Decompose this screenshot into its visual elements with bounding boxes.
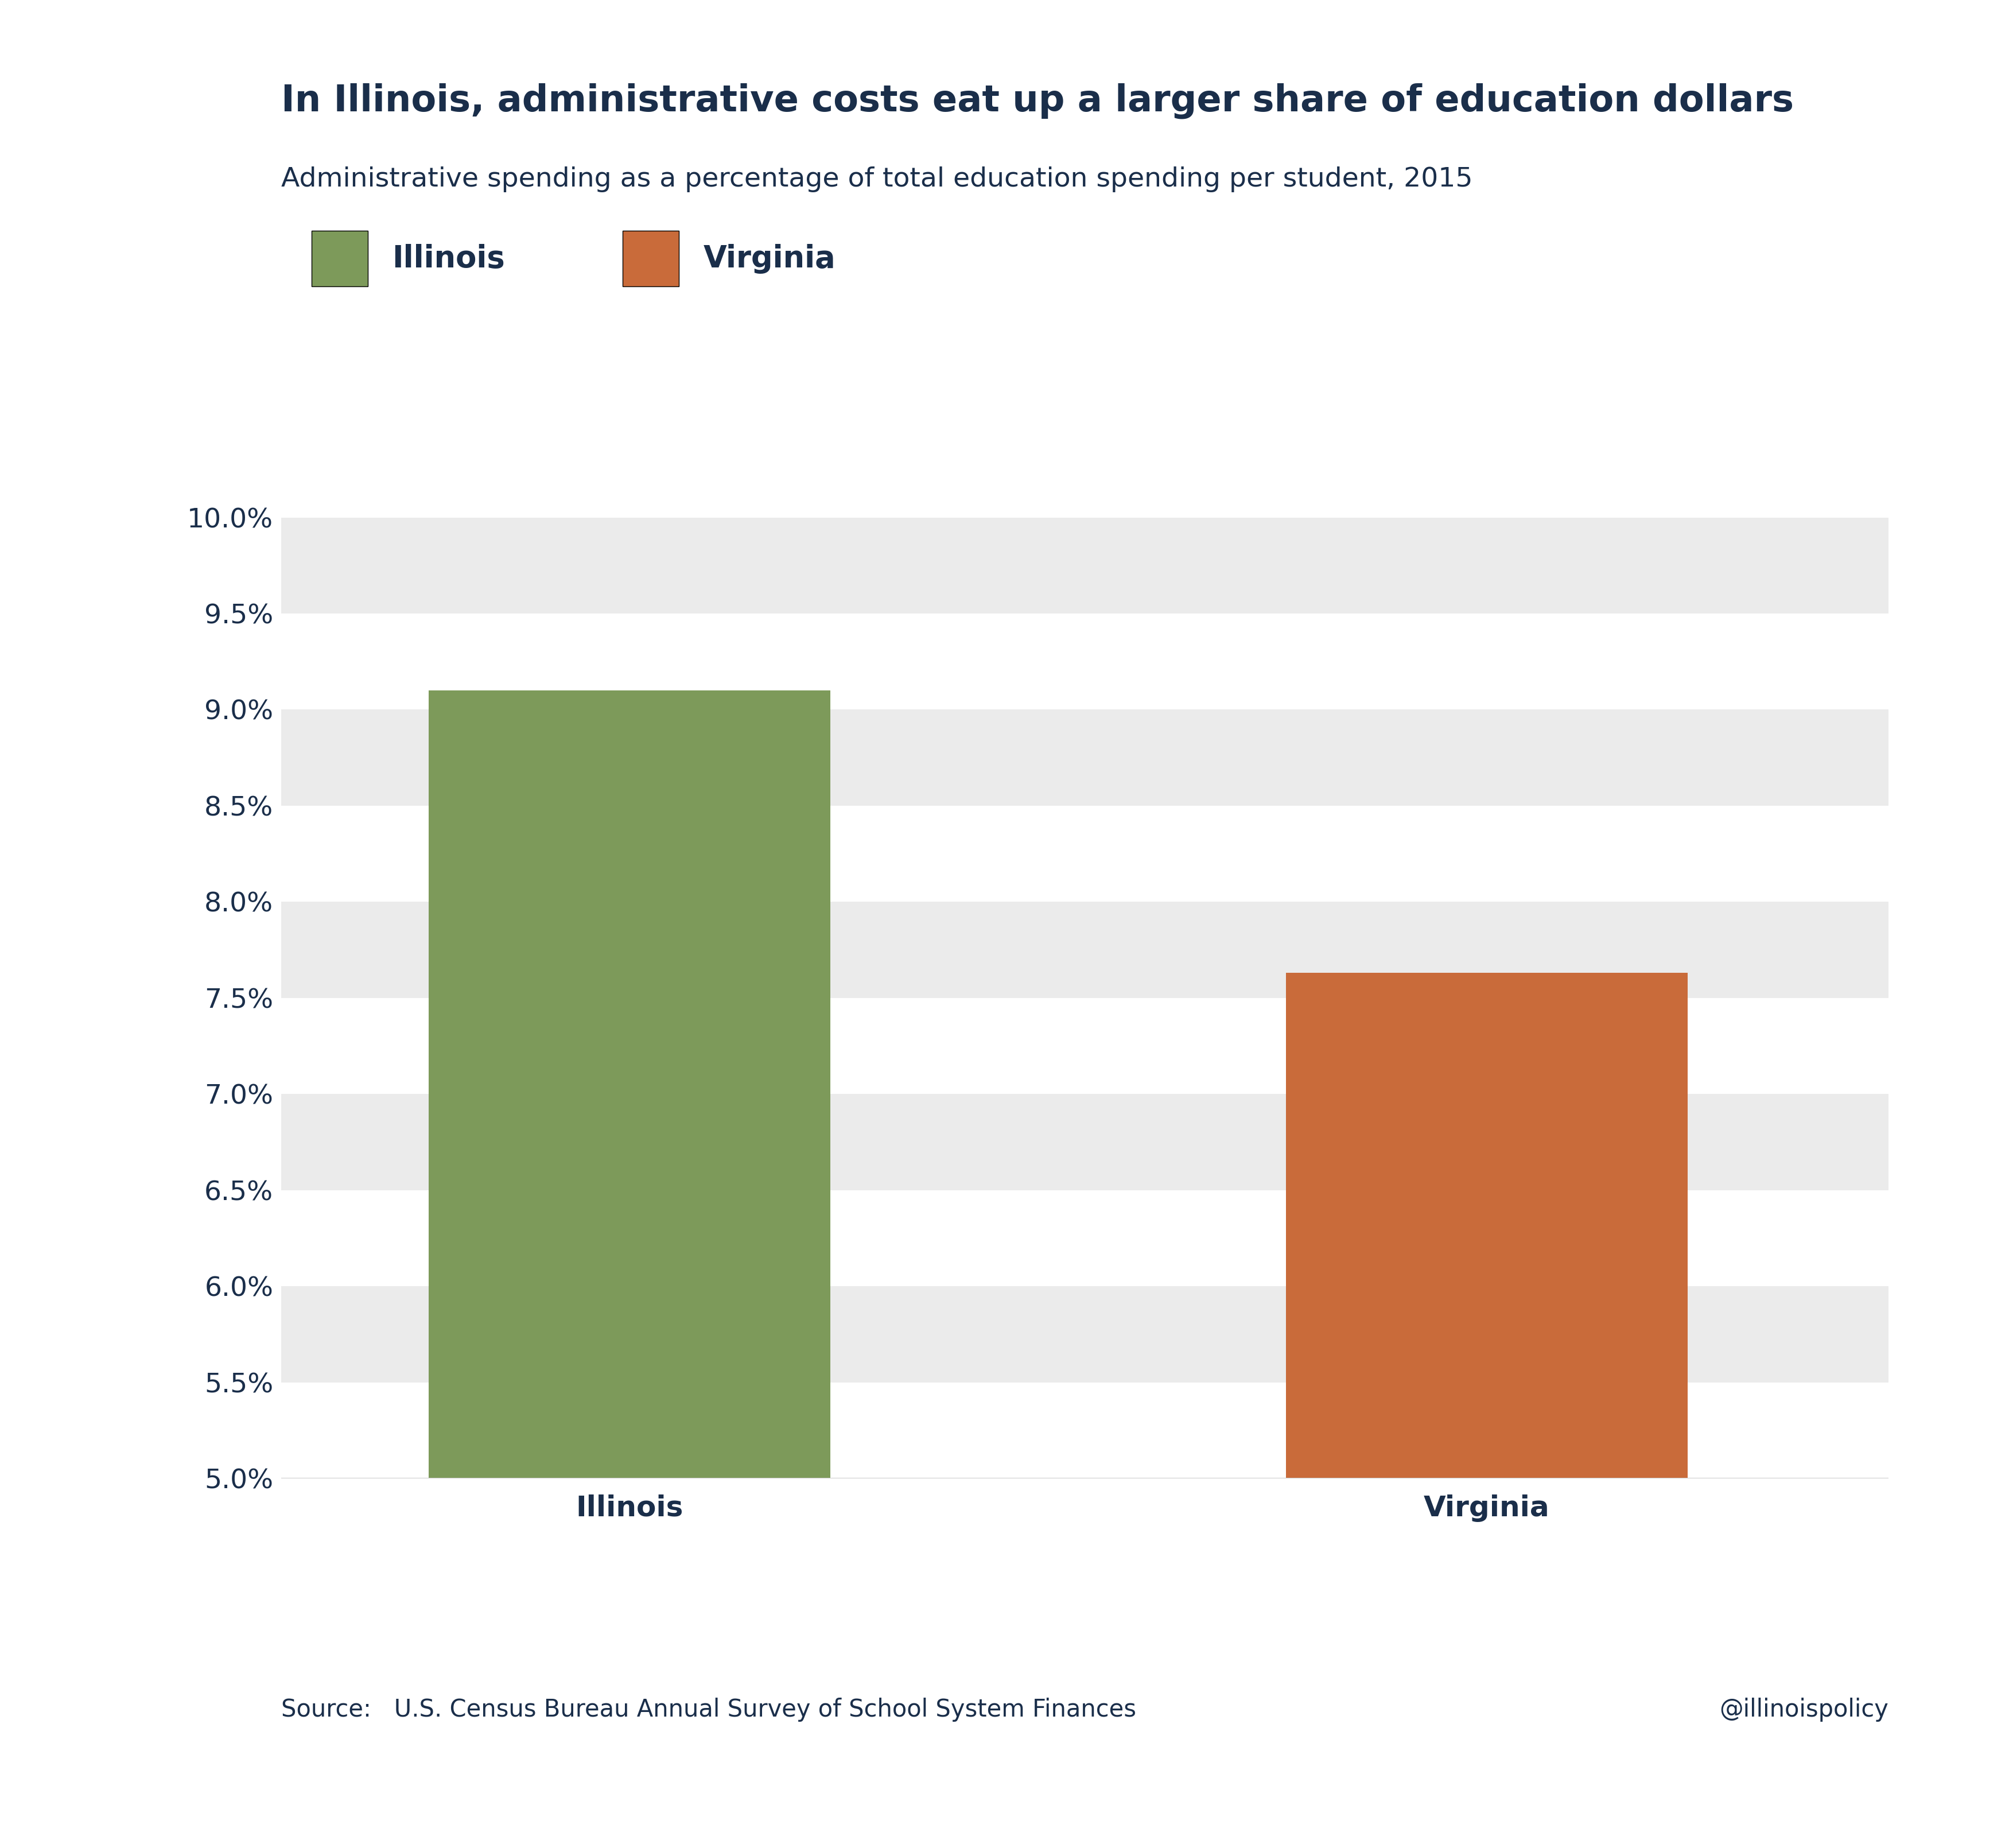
Bar [281,1190,1888,1286]
Text: Virginia: Virginia [703,244,836,274]
Text: Illinois: Illinois [392,244,504,274]
Bar [281,710,1888,806]
Bar [281,614,1888,710]
Bar [281,1094,1888,1190]
Text: Administrative spending as a percentage of total education spending per student,: Administrative spending as a percentage … [281,166,1473,192]
Bar [281,517,1888,614]
Text: @illinoispolicy: @illinoispolicy [1720,1696,1888,1722]
Bar [428,691,830,1478]
Bar [281,902,1888,998]
Bar [281,1286,1888,1382]
Bar [281,998,1888,1094]
Text: Source:   U.S. Census Bureau Annual Survey of School System Finances: Source: U.S. Census Bureau Annual Survey… [281,1696,1137,1722]
Bar [281,806,1888,902]
Bar [1286,972,1688,1478]
Bar [281,1382,1888,1478]
Text: In Illinois, administrative costs eat up a larger share of education dollars: In Illinois, administrative costs eat up… [281,83,1794,118]
